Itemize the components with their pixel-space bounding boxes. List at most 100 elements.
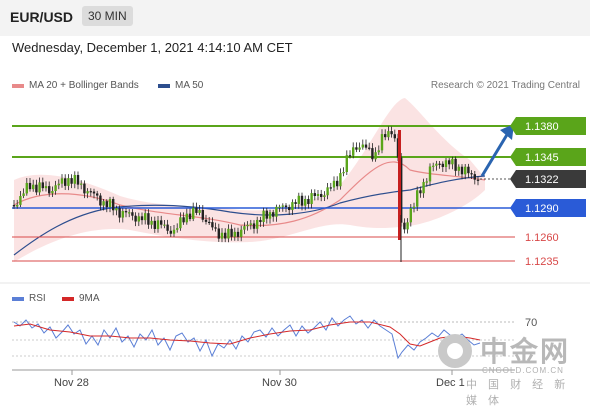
candle-body [35,184,38,193]
rsi-70-label: 70 [525,317,537,329]
candle-body [32,184,35,190]
candle-body [371,148,374,160]
watermark-logo [438,334,472,368]
candle-body [19,196,22,205]
forecast-arrow-head [500,124,514,140]
research-credit: Research © 2021 Trading Central [430,80,580,91]
candle-body [233,231,236,237]
legend-rsi-ma: 9MA [62,293,100,304]
bollinger-band [14,98,485,262]
candle-body [92,191,96,194]
candle-body [457,166,460,171]
label-box-1345 [516,148,586,166]
candle-body [323,195,326,197]
candle-body [192,207,195,220]
candle-body [259,219,262,223]
candle-body [176,228,179,230]
candle-body [76,174,80,185]
candle-body [403,222,406,230]
candle-body [121,211,124,218]
candle-body [412,206,416,209]
candle-body [182,217,185,223]
label-box-1322 [516,170,586,188]
candle-body [124,211,128,213]
candle-body [41,182,44,189]
label-tip-1345 [510,148,516,166]
candle-body [54,185,57,191]
candle-body [304,198,307,206]
candle-body [153,220,156,229]
candle-body [291,202,294,211]
candle-body [435,163,438,166]
candle-body [320,193,323,197]
candle-body [156,220,160,229]
candle-body [352,147,355,156]
candle-body [400,157,403,223]
candle-body [172,229,176,234]
candle-body [220,232,224,239]
candle-body [252,223,256,229]
candle-body [441,163,444,168]
candle-body [336,180,339,187]
candle-body [288,207,291,211]
candle-body [131,212,134,216]
chart-header: EUR/USD 30 MIN [0,0,590,36]
legend-rsi: RSI [12,293,46,304]
legend-bollinger-label: MA 20 + Bollinger Bands [29,80,139,91]
candle-body [464,166,467,175]
candle-body [57,183,60,186]
candle-body [422,182,425,194]
candle-body [243,226,246,230]
candle-body [217,228,220,239]
candle-body [236,231,240,237]
candle-body [332,180,336,188]
candle-body [230,228,233,237]
timestamp: Wednesday, December 1, 2021 4:14:10 AM C… [12,40,293,55]
candle-body [393,134,396,139]
candle-body [227,228,230,239]
label-1290: 1.1290 [525,203,559,215]
candle-body [115,208,118,211]
candle-body [454,158,457,171]
candle-body [195,207,198,213]
candle-body [451,158,454,165]
candle-body [278,206,281,208]
candle-body [473,174,476,180]
ma50-swatch [158,83,170,88]
candle-body [80,183,83,185]
legend-ma50-label: MA 50 [175,80,204,91]
candle-body [265,210,268,219]
candle-body [83,183,86,194]
timeframe-badge[interactable]: 30 MIN [82,6,133,26]
candle-body [67,178,70,186]
candle-body [102,201,105,206]
x-label-nov28: Nov 28 [54,377,89,389]
candle-body [387,131,390,138]
candle-body [355,147,358,150]
candle-body [99,195,102,206]
candle-body [144,213,147,221]
candle-body [348,155,352,157]
candle-body [16,204,19,207]
candle-body [25,182,28,194]
candle-body [272,212,275,217]
candle-body [444,160,448,168]
candlesticks [12,126,480,262]
label-tip-1380 [510,117,516,135]
forecast-arrow-line [480,132,510,177]
candle-body [416,190,419,207]
candle-body [326,187,329,196]
candle-body [300,195,304,206]
legend-ma50: MA 50 [158,80,203,91]
x-label-dec1: Dec 1 [436,377,465,389]
candle-body [390,131,393,135]
legend-rsi-label: RSI [29,293,46,304]
candle-body [281,205,284,207]
candle-body [60,178,64,184]
rsi-panel: 70 [12,315,537,360]
candle-body [208,221,211,224]
candle-body [275,206,278,217]
candle-body [140,216,144,221]
candle-body [169,230,172,234]
candle-body [166,224,169,231]
